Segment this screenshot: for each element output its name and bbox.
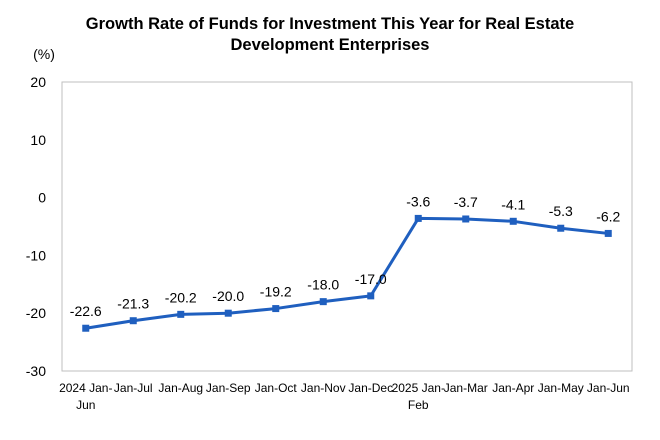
series-line (85, 216, 609, 330)
x-axis-ticks: 2024 Jan- Jun Jan-Jul Jan-Aug Jan-Sep Jan-Oct… (59, 381, 630, 412)
data-label: -20.0 (212, 288, 244, 304)
x-tick-label-line: Jan-Dec (348, 381, 393, 395)
y-tick-label: -10 (26, 247, 46, 263)
x-tick-label-line: Jan-Sep (206, 381, 251, 395)
plot-area-frame (61, 81, 633, 372)
x-tick-label: Jan-May (538, 381, 584, 395)
y-axis-ticks: 20 10 0 -10 -20 -30 (26, 74, 46, 379)
x-tick-label: Jan-Dec (348, 381, 393, 395)
y-tick-label: -20 (26, 305, 46, 321)
data-label: -17.0 (355, 271, 387, 287)
data-point-marker (319, 298, 327, 306)
data-point-marker (604, 229, 612, 237)
data-point-marker (177, 310, 185, 318)
x-tick-label-line: Jan-Apr (492, 381, 534, 395)
x-tick-label: Jan-Jul (114, 381, 153, 395)
x-tick-label-line: Jan-May (538, 381, 584, 395)
data-point-marker (367, 292, 375, 300)
x-tick-label: Jan-Mar (444, 381, 488, 395)
x-tick-label-line: Jan-Jul (114, 381, 153, 395)
y-tick-label: 20 (30, 74, 46, 90)
x-tick-label: 2024 Jan- Jun (59, 381, 112, 412)
x-tick-label-line: Feb (408, 398, 429, 412)
data-label: -5.3 (549, 203, 573, 219)
data-point-marker (557, 224, 565, 232)
x-tick-label-line: Jan-Mar (444, 381, 488, 395)
x-tick-label: Jan-Jun (587, 381, 630, 395)
plot-border (61, 81, 633, 372)
data-point-marker (462, 215, 470, 223)
x-tick-label-line: Jan-Jun (587, 381, 630, 395)
x-tick-label-line: Jan-Aug (158, 381, 203, 395)
x-tick-label-line: Jun (76, 398, 95, 412)
series-group (82, 214, 612, 332)
data-label: -21.3 (117, 296, 149, 312)
data-point-marker (82, 324, 90, 332)
chart-title-line-2: Development Enterprises (230, 36, 430, 54)
y-tick-label: 0 (38, 190, 46, 206)
y-tick-label: 10 (30, 132, 46, 148)
x-tick-label-line: Jan-Oct (255, 381, 298, 395)
data-labels: -22.6 -21.3 -20.2 -20.0 -19.2 -18.0 -17.0 -3.6 -… (70, 193, 621, 319)
x-tick-label: Jan-Sep (206, 381, 251, 395)
data-point-marker (224, 309, 232, 317)
x-tick-label: Jan-Aug (158, 381, 203, 395)
data-point-marker (509, 217, 517, 225)
y-axis-unit-label: (%) (33, 46, 55, 62)
data-point-marker (129, 317, 137, 325)
x-tick-label-line: Jan-Nov (301, 381, 346, 395)
data-label: -22.6 (70, 303, 102, 319)
x-tick-label: Jan-Oct (255, 381, 298, 395)
data-point-marker (414, 214, 422, 222)
chart-title: Growth Rate of Funds for Investment This… (0, 14, 660, 56)
data-label: -20.2 (165, 289, 197, 305)
data-label: -3.7 (454, 194, 478, 210)
data-label: -6.2 (596, 208, 620, 224)
data-point-marker (272, 305, 280, 313)
x-tick-label-line: 2024 Jan- (59, 381, 112, 395)
chart-title-line-1: Growth Rate of Funds for Investment This… (85, 15, 575, 33)
y-tick-label: -30 (26, 363, 46, 379)
x-tick-label-line: 2025 Jan- (392, 381, 445, 395)
data-label: -18.0 (307, 277, 339, 293)
data-label: -19.2 (260, 284, 292, 300)
x-tick-label: 2025 Jan- Feb (392, 381, 445, 412)
data-label: -4.1 (501, 196, 525, 212)
x-tick-label: Jan-Nov (301, 381, 346, 395)
x-tick-label: Jan-Apr (492, 381, 534, 395)
data-label: -3.6 (406, 193, 430, 209)
